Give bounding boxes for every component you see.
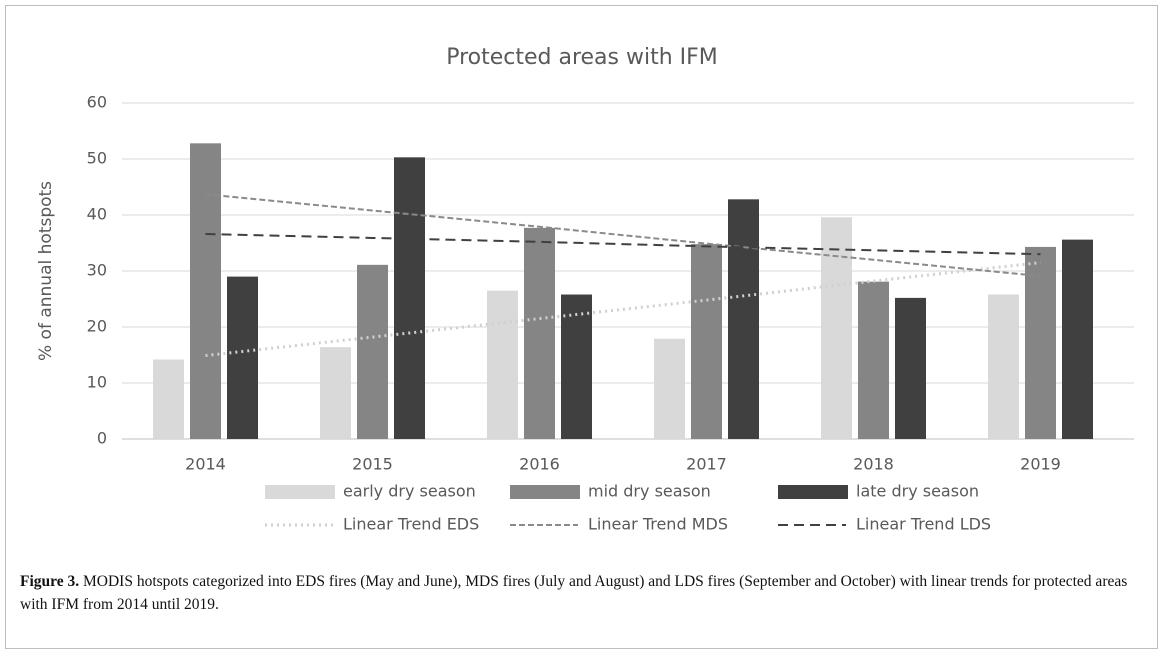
trend-line — [205, 261, 1041, 358]
x-tick-label: 2015 — [352, 455, 393, 474]
chart-title: Protected areas with IFM — [446, 45, 718, 70]
bar — [895, 297, 926, 439]
figure-frame — [5, 5, 1158, 649]
caption-text: MODIS hotspots categorized into EDS fire… — [20, 573, 1128, 613]
bar — [190, 143, 221, 439]
bar — [1025, 246, 1056, 439]
x-tick-label: 2016 — [519, 455, 560, 474]
legend-label: Linear Trend MDS — [588, 515, 728, 534]
legend-label: Linear Trend LDS — [856, 515, 991, 534]
bar — [227, 276, 258, 439]
x-tick-label: 2014 — [185, 455, 226, 474]
legend-label: Linear Trend EDS — [343, 515, 479, 534]
legend-label: mid dry season — [588, 482, 711, 501]
y-tick-label: 0 — [97, 429, 107, 448]
y-tick-label: 20 — [87, 317, 107, 336]
y-tick-label: 40 — [87, 205, 107, 224]
trend-line — [205, 233, 1041, 256]
bar — [561, 294, 592, 439]
bar — [153, 359, 184, 439]
bar — [1062, 239, 1093, 439]
bar — [320, 347, 351, 439]
bar — [487, 290, 518, 439]
bar — [728, 199, 759, 439]
legend-swatch — [510, 485, 580, 499]
bar — [357, 264, 388, 439]
caption: Figure 3. MODIS hotspots categorized int… — [20, 570, 1145, 616]
y-tick-label: 60 — [87, 93, 107, 112]
legend-swatch — [778, 485, 848, 499]
legend-swatch — [265, 485, 335, 499]
chart: Protected areas with IFM % of annual hot… — [36, 45, 1134, 534]
bar — [654, 338, 685, 439]
legend-label: late dry season — [856, 482, 979, 501]
caption-label: Figure 3. — [20, 573, 80, 590]
legend-label: early dry season — [343, 482, 476, 501]
bar — [988, 294, 1019, 439]
y-axis-label: % of annual hotspots — [36, 181, 56, 361]
y-tick-label: 10 — [87, 373, 107, 392]
trend-line — [205, 193, 1041, 278]
y-tick-label: 30 — [87, 261, 107, 280]
x-tick-label: 2019 — [1020, 455, 1061, 474]
bar — [394, 157, 425, 439]
bar — [691, 244, 722, 439]
y-tick-label: 50 — [87, 149, 107, 168]
bar — [858, 281, 889, 439]
bar — [524, 227, 555, 439]
x-tick-label: 2017 — [686, 455, 727, 474]
x-tick-label: 2018 — [853, 455, 894, 474]
